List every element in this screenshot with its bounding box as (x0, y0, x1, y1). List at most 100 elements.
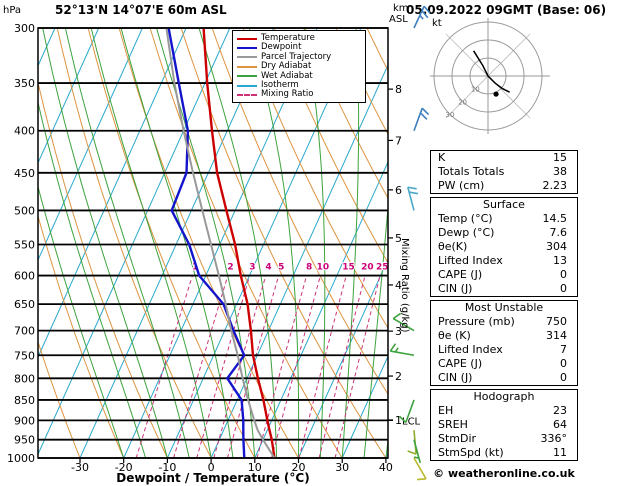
mixing-ratio-line (226, 275, 280, 458)
mixing-ratio-line (213, 275, 267, 458)
section-box-most-unstable: Most Unstable Pressure (mb) 750 θe (K) 314 Li… (430, 300, 578, 386)
legend-item-label: Isotherm (261, 79, 299, 90)
isotherm-line (341, 355, 388, 458)
legend-item-label: Temperature (261, 33, 315, 43)
isotherm-line (38, 28, 231, 456)
row-label: SREH (438, 418, 468, 431)
hodograph-unit-label: kt (432, 18, 442, 29)
x-axis-title: Dewpoint / Temperature (°C) (116, 471, 310, 485)
row-value: 0 (560, 268, 567, 281)
isotherm-line (38, 28, 100, 165)
hodograph-ring (469, 57, 507, 95)
pressure-tick-label: 400 (14, 125, 35, 138)
table-row: Totals Totals 38 (431, 165, 577, 179)
mixing-ratio-line (298, 275, 347, 458)
row-label: Totals Totals (438, 165, 505, 178)
wind-barb (392, 317, 415, 332)
pressure-tick-label: 350 (14, 77, 35, 90)
hodograph-ring-label: 20 (458, 98, 467, 106)
pressure-tick-label: 750 (14, 349, 35, 362)
section-title: Most Unstable (464, 301, 544, 314)
mixing-ratio-line (271, 275, 321, 458)
mixing-ratio-value-label: 15 (342, 263, 355, 273)
section-title: Surface (483, 198, 525, 211)
hodograph-ring (451, 39, 525, 113)
temp-tick-label: -30 (71, 461, 89, 474)
table-row: CAPE (J) 0 (431, 268, 577, 282)
temp-tick-label: 20 (292, 461, 306, 474)
row-value: 0 (560, 357, 567, 370)
km-tick-label: 8 (395, 83, 402, 96)
wind-barb (413, 5, 425, 29)
mixing-ratio-line (334, 275, 381, 458)
pressure-tick-label: 1000 (7, 452, 35, 465)
sounding-curves (165, 28, 276, 458)
chart-legend: Temperature Dewpoint Parcel Trajectory Dry … (232, 30, 366, 103)
table-row: CIN (J) 0 (431, 282, 577, 296)
mixing-ratio-line (256, 275, 308, 458)
table-row: θe (K) 314 (431, 329, 577, 343)
alt-axis-unit-km: km (393, 3, 409, 14)
row-value: 2.23 (542, 179, 568, 192)
row-label: Temp (°C) (438, 212, 493, 225)
row-label: Lifted Index (438, 254, 503, 267)
legend-line-sample (237, 94, 257, 97)
pressure-tick-label: 900 (14, 414, 35, 427)
pressure-tick-label: 700 (14, 325, 35, 338)
table-row: EH 23 (431, 404, 577, 418)
alt-axis-unit-asl: ASL (389, 14, 408, 25)
isotherm-line (254, 160, 388, 458)
mixing-ratio-value-label: 8 (306, 263, 312, 273)
wind-barb (390, 350, 415, 357)
isotherm-line (298, 257, 388, 458)
copyright-text: © weatheronline.co.uk (433, 467, 575, 480)
pressure-unit-label: hPa (3, 5, 22, 16)
table-row: Lifted Index 7 (431, 343, 577, 357)
pressure-tick-label: 950 (14, 434, 35, 447)
hodograph: 10 20 30 kt (430, 18, 550, 134)
km-tick-label: 4 (395, 279, 402, 292)
temperature-curve (202, 28, 276, 458)
row-label: CIN (J) (438, 371, 473, 384)
pressure-tick-label: 850 (14, 394, 35, 407)
mixing-ratio-value-label: 4 (265, 263, 271, 273)
legend-item-mixing-ratio: Mixing Ratio (237, 89, 361, 99)
row-value: 336° (540, 432, 568, 445)
legend-item-parcel-trajectory: Parcel Trajectory (237, 52, 361, 62)
mixing-ratio-line (173, 275, 229, 458)
wind-barb (405, 399, 415, 423)
isotherm-line (38, 28, 187, 359)
wind-barb-column (389, 5, 430, 481)
pressure-tick-label: 650 (14, 298, 35, 311)
table-row: Lifted Index 13 (431, 254, 577, 268)
km-tick-label: 5 (395, 232, 402, 245)
table-row: K 15 (431, 151, 577, 165)
row-value: 7.6 (549, 226, 568, 239)
legend-line-sample (237, 75, 257, 78)
table-row: Temp (°C) 14.5 (431, 212, 577, 226)
pressure-tick-label: 600 (14, 270, 35, 283)
row-value: 23 (553, 404, 567, 417)
row-value: 15 (553, 151, 567, 164)
mixing-ratio-value-label: 5 (278, 263, 284, 273)
row-label: PW (cm) (438, 179, 485, 192)
datetime-title: 05.09.2022 09GMT (Base: 06) (406, 3, 607, 17)
legend-line-sample (237, 56, 257, 59)
legend-item-temperature: Temperature (237, 33, 361, 43)
row-value: 0 (560, 282, 567, 295)
plot-border (37, 27, 389, 459)
km-tick-label: 3 (395, 325, 402, 338)
mixing-ratio-line (196, 275, 251, 458)
row-label: Pressure (mb) (438, 315, 515, 328)
row-label: EH (438, 404, 454, 417)
km-tick-label: 6 (395, 184, 402, 197)
pressure-tick-label: 300 (14, 22, 35, 35)
table-row: Dewp (°C) 7.6 (431, 226, 577, 240)
hodograph-ring-label: 30 (445, 111, 454, 119)
hodograph-trace (472, 50, 510, 93)
legend-item-label: Dry Adiabat (261, 61, 312, 72)
pressure-tick-label: 800 (14, 372, 35, 385)
row-label: StmSpd (kt) (438, 446, 504, 459)
dry-adiabat-line (38, 340, 81, 458)
row-label: Lifted Index (438, 343, 503, 356)
